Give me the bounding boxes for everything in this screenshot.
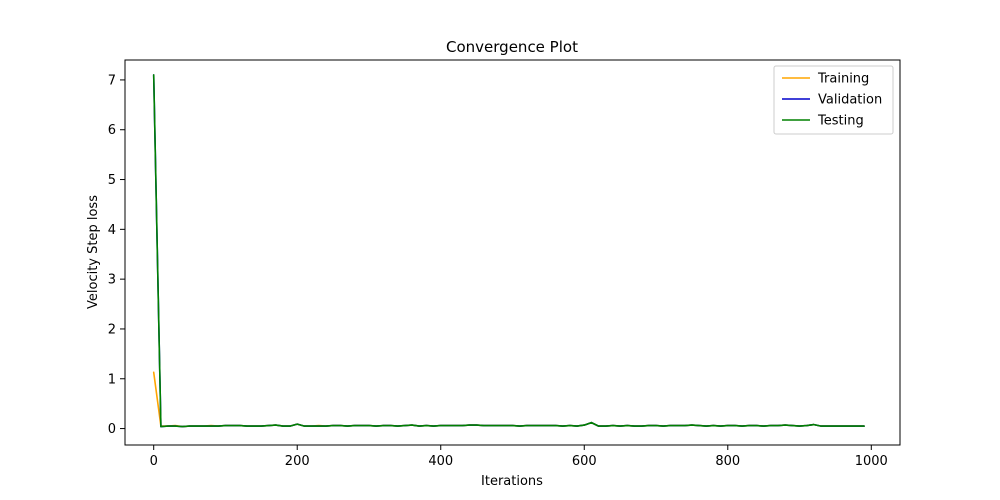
chart-title: Convergence Plot (446, 38, 578, 56)
legend-box (773, 65, 894, 135)
x-axis-title: Iterations (481, 474, 543, 489)
x-tick-label: 1000 (855, 454, 888, 469)
y-tick-label: 7 (108, 73, 116, 88)
y-tick-label: 2 (108, 322, 116, 337)
series-line-testing (152, 74, 865, 428)
legend-label: Validation (818, 93, 882, 108)
y-axis-title: Velocity Step loss (86, 195, 101, 309)
y-tick-label: 5 (108, 173, 116, 188)
x-tick-label: 400 (428, 454, 453, 469)
x-tick-label: 800 (715, 454, 740, 469)
x-tick-label: 600 (572, 454, 597, 469)
series-layer (152, 74, 865, 428)
legend-label: Testing (817, 114, 864, 129)
legend-label: Training (817, 72, 869, 87)
x-tick-label: 0 (150, 454, 158, 469)
y-tick-label: 1 (108, 372, 116, 387)
plot-area-frame (124, 59, 901, 446)
x-tick-label: 200 (285, 454, 310, 469)
y-tick-label: 3 (108, 273, 116, 288)
legend: Training Validation Testing (773, 65, 894, 135)
y-tick-label: 4 (108, 223, 116, 238)
axis-layer: 0 200 400 600 800 1000 0 1 2 3 4 5 6 7 (108, 73, 888, 469)
y-tick-label: 6 (108, 123, 116, 138)
y-tick-label: 0 (108, 422, 116, 437)
